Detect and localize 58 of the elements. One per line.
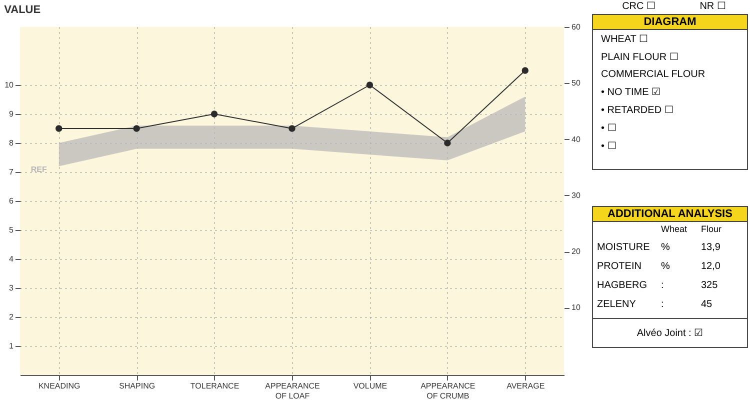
- point: [133, 125, 140, 132]
- text: :: [661, 280, 665, 291]
- y2-tick-label: 20: [572, 247, 581, 256]
- point: [522, 67, 528, 74]
- point: [366, 82, 374, 88]
- point: [210, 110, 218, 118]
- text: :: [661, 299, 665, 310]
- text: ZELENY: [597, 299, 637, 310]
- y-tick-label: 4: [9, 254, 14, 264]
- text: WHEAT ☐: [600, 33, 649, 47]
- text: CRC ☐: [622, 0, 656, 12]
- y2-tick-label: 60: [572, 22, 581, 32]
- x-tick-label: APPEARANCE OF LOAF: [265, 382, 320, 400]
- text: Wheat: [661, 224, 688, 234]
- text: • ☐: [600, 140, 618, 154]
- y-tick-label: 1: [9, 342, 14, 350]
- x-tick-label: APPEARANCE OF CRUMB: [420, 382, 476, 400]
- text: Alvéo Joint : ☑: [593, 318, 747, 347]
- y-tick-label: 5: [9, 226, 14, 234]
- text: ADDITIONAL ANALYSIS: [593, 207, 747, 222]
- point: [288, 125, 296, 132]
- y-tick-label: 10: [4, 80, 14, 90]
- text: 45: [701, 299, 714, 310]
- y-tick-label: 2: [9, 312, 14, 322]
- y2-tick-label: 40: [572, 134, 581, 144]
- text: %: [661, 261, 671, 272]
- point: [444, 140, 451, 146]
- point: [56, 125, 62, 132]
- y-tick-label: 8: [9, 138, 14, 148]
- x-tick-label: AVERAGE: [506, 382, 545, 390]
- x-tick-label: VOLUME: [353, 382, 388, 390]
- text: NR ☐: [700, 0, 726, 12]
- y-tick-label: 9: [9, 110, 14, 118]
- x-tick-label: TOLERANCE: [190, 382, 240, 390]
- y2-tick-label: 50: [572, 78, 581, 88]
- text: DIAGRAM: [593, 15, 747, 30]
- text: PROTEIN: [597, 261, 642, 272]
- text: HAGBERG: [597, 280, 648, 291]
- text: COMMERCIAL FLOUR: [600, 68, 706, 82]
- x-tick-label: SHAPING: [119, 382, 156, 390]
- x-tick-label: KNEADING: [38, 382, 80, 390]
- chart-title: VALUE: [4, 4, 41, 16]
- y2-tick-label: 10: [572, 303, 581, 312]
- text: • RETARDED ☐: [600, 104, 674, 118]
- text: • NO TIME ☑: [600, 86, 662, 100]
- y-tick-label: 6: [9, 196, 14, 206]
- text: • ☐: [600, 122, 618, 136]
- y-tick-label: 3: [9, 284, 14, 292]
- text: 325: [701, 280, 719, 291]
- y-tick-label: 7: [9, 168, 14, 176]
- y2-tick-label: 30: [572, 190, 581, 200]
- text: 13,9: [701, 242, 722, 253]
- text: %: [661, 242, 671, 253]
- text: PLAIN FLOUR ☐: [600, 51, 680, 65]
- text: Flour: [701, 224, 723, 234]
- text: MOISTURE: [597, 242, 651, 253]
- legend-label: REF: [30, 165, 47, 174]
- text: 12,0: [701, 261, 722, 272]
